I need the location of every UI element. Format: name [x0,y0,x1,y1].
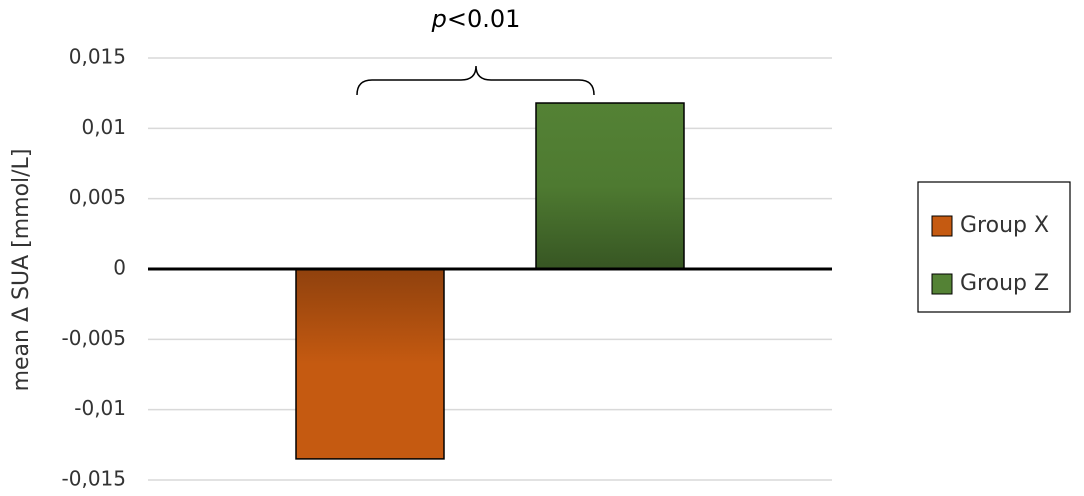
y-axis-label: mean Δ SUA [mmol/L] [9,149,34,392]
y-tick-label: 0 [113,256,126,280]
bar [295,268,445,460]
legend-label: Group X [960,213,1049,238]
bar [535,102,685,270]
legend-label: Group Z [960,271,1049,296]
bracket [356,65,595,96]
y-tick-label: -0,005 [62,326,126,350]
y-tick-label: 0,005 [69,185,126,209]
y-tick-label: 0,01 [81,115,126,139]
y-tick-label: -0,01 [74,396,126,420]
annotation: p<0.01 [431,5,521,33]
y-tick-label: -0,015 [62,467,126,491]
legend-swatch [931,273,953,295]
y-tick-label: 0,015 [69,45,126,69]
legend-swatch [931,215,953,237]
